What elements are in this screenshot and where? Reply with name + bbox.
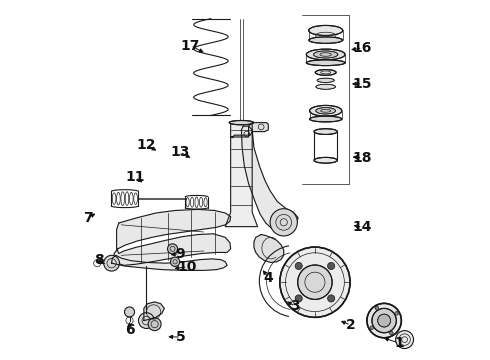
Text: 4: 4 (264, 271, 273, 284)
Polygon shape (242, 126, 298, 232)
Ellipse shape (310, 105, 342, 116)
Text: 8: 8 (94, 253, 103, 267)
Text: 6: 6 (125, 323, 134, 337)
Circle shape (378, 314, 391, 327)
Circle shape (298, 265, 332, 300)
Circle shape (124, 307, 135, 317)
Ellipse shape (316, 84, 336, 89)
Text: 2: 2 (346, 318, 356, 332)
Text: 7: 7 (83, 211, 93, 225)
Circle shape (370, 326, 373, 329)
Circle shape (295, 262, 302, 270)
Text: 1: 1 (394, 336, 404, 350)
Polygon shape (254, 234, 284, 262)
Polygon shape (144, 302, 164, 320)
Circle shape (395, 330, 414, 348)
Ellipse shape (310, 116, 342, 122)
Circle shape (372, 309, 396, 333)
Polygon shape (114, 210, 231, 265)
Ellipse shape (317, 78, 334, 82)
Circle shape (375, 306, 379, 310)
Text: 9: 9 (175, 247, 185, 261)
Text: 10: 10 (178, 260, 197, 274)
Text: 11: 11 (126, 170, 146, 184)
Text: 18: 18 (353, 151, 372, 165)
Circle shape (367, 303, 401, 338)
Circle shape (395, 312, 398, 315)
Ellipse shape (316, 108, 336, 114)
Text: 5: 5 (176, 330, 186, 344)
Text: 16: 16 (353, 41, 372, 55)
Polygon shape (231, 123, 269, 138)
Text: 14: 14 (353, 220, 372, 234)
Ellipse shape (309, 37, 343, 43)
Text: 13: 13 (170, 145, 190, 159)
Circle shape (328, 295, 335, 302)
Ellipse shape (314, 129, 337, 134)
Text: 3: 3 (291, 299, 300, 313)
Text: 15: 15 (353, 77, 372, 91)
Circle shape (168, 244, 177, 254)
Ellipse shape (306, 49, 345, 60)
Polygon shape (225, 123, 258, 226)
Circle shape (270, 209, 297, 236)
Text: 17: 17 (181, 39, 200, 53)
Circle shape (390, 331, 393, 335)
Polygon shape (112, 255, 227, 270)
Ellipse shape (229, 121, 254, 125)
Circle shape (171, 257, 180, 266)
Ellipse shape (314, 51, 338, 58)
Circle shape (148, 318, 161, 330)
Ellipse shape (309, 26, 343, 36)
Circle shape (104, 255, 120, 271)
Circle shape (280, 247, 350, 318)
Ellipse shape (306, 60, 345, 66)
Ellipse shape (315, 69, 336, 75)
Ellipse shape (314, 157, 337, 163)
Circle shape (328, 262, 335, 270)
Circle shape (139, 313, 154, 328)
Text: 12: 12 (137, 138, 156, 152)
Circle shape (295, 295, 302, 302)
